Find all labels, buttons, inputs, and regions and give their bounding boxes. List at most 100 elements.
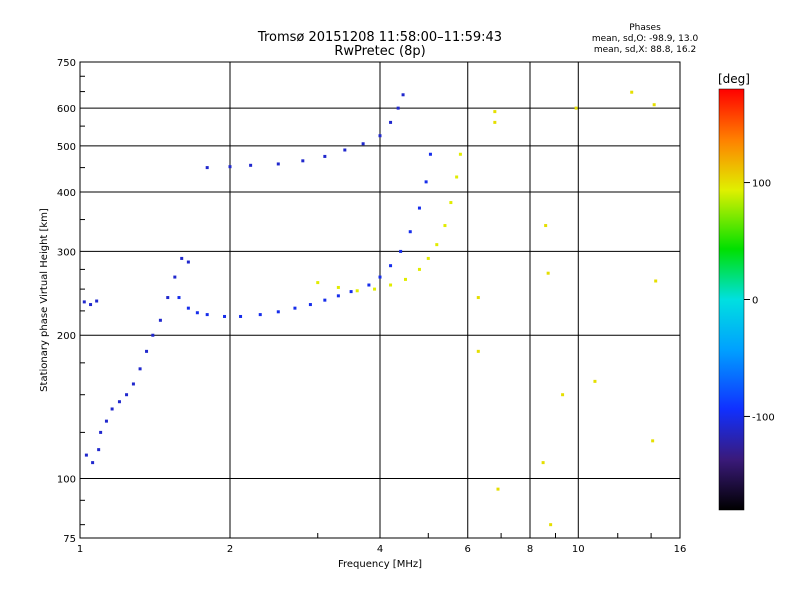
data-point [630,90,634,94]
data-point [301,159,305,163]
data-point [574,106,578,110]
colorbar-tick-label: 100 [752,179,771,190]
data-point [417,206,421,210]
data-point [443,224,447,228]
data-point [173,275,177,279]
data-point [258,313,262,317]
data-point [125,393,129,397]
y-tick-label: 100 [57,475,76,486]
data-point [561,393,565,397]
data-point [493,110,497,114]
data-point [546,271,550,275]
data-point [228,165,232,169]
x-tick-label: 1 [77,544,83,555]
plot-frame [79,61,681,539]
trace [316,152,462,293]
data-point [389,120,393,124]
data-point [186,260,190,264]
x-tick-label: 2 [227,544,233,555]
data-point [276,162,280,166]
y-tick-label: 300 [57,247,76,258]
data-points [82,90,658,527]
data-point [549,523,553,527]
data-point [104,419,108,423]
x-tick-label: 4 [377,544,383,555]
data-point [84,453,88,457]
stats-o-line: mean, sd,O: -98.9, 13.0 [592,34,699,44]
data-point [476,296,480,300]
data-point [343,148,347,152]
colorbar-tick-label: -100 [752,412,775,423]
data-point [293,306,297,310]
data-point [239,314,243,318]
data-point [424,180,428,184]
data-point [378,275,382,279]
colorbar-ticks: -100 0 100 [744,179,775,423]
data-point [223,314,227,318]
colorbar [718,88,745,511]
data-point [428,152,432,156]
data-point [131,382,135,386]
data-point [158,318,162,322]
grid-lines [80,62,680,538]
data-point [593,379,597,383]
data-point [97,448,101,452]
data-point [276,310,280,314]
data-point [145,349,149,353]
data-point [399,249,403,253]
data-point [166,296,170,300]
data-point [417,267,421,271]
data-point [89,303,93,307]
trace [82,256,190,465]
trace [177,152,432,318]
data-point [355,289,359,293]
data-point [496,487,500,491]
y-tick-label: 200 [57,331,76,342]
data-point [541,461,545,465]
data-point [544,224,548,228]
data-point [373,287,377,291]
data-point [652,103,656,107]
data-point [82,300,86,304]
data-point [323,298,327,302]
data-point [455,175,459,179]
x-tick-label: 16 [674,544,687,555]
data-point [349,290,353,294]
data-point [449,201,453,205]
data-point [336,294,340,298]
data-point [426,256,430,260]
x-axis-label: Frequency [MHz] [338,559,422,570]
data-point [493,120,497,124]
y-tick-label: 500 [57,142,76,153]
data-point [435,243,439,247]
y-axis-label: Stationary phase Virtual Height [km] [39,208,50,392]
data-point [151,333,155,337]
chart-subtitle: RwPretec (8p) [334,44,425,59]
data-point [403,277,407,281]
data-point [186,306,190,310]
y-tick-label: 750 [57,58,76,69]
x-axis-ticks: 1 2 4 6 8 10 16 [77,533,687,555]
data-point [110,407,114,411]
data-point [378,134,382,138]
colorbar-label: [deg] [718,72,750,86]
data-point [316,281,320,285]
data-point [389,264,393,268]
data-point [323,154,327,158]
data-point [361,142,365,146]
data-point [180,256,184,260]
y-tick-label: 75 [63,534,76,545]
x-tick-label: 6 [465,544,471,555]
data-point [308,303,312,307]
y-axis-ticks: 75 100 200 300 400 500 600 750 [57,58,85,545]
data-point [91,461,95,465]
trace [476,90,658,527]
trace [205,93,405,170]
data-point [408,230,412,234]
data-point [205,313,209,317]
y-tick-label: 400 [57,188,76,199]
x-tick-label: 8 [527,544,533,555]
data-point [458,152,462,156]
x-tick-label: 10 [572,544,585,555]
data-point [401,93,405,97]
